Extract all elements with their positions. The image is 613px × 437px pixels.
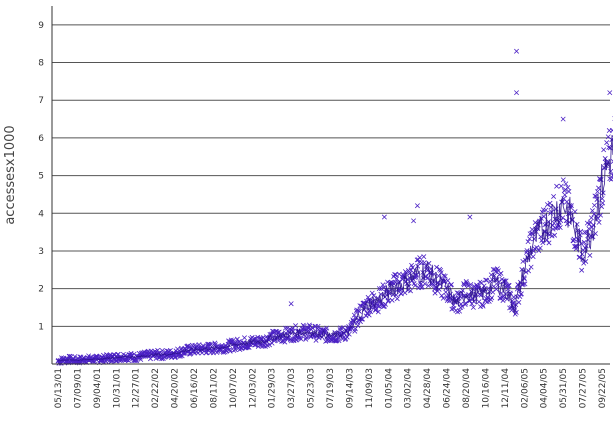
data-point (289, 302, 293, 306)
data-point (314, 338, 318, 342)
x-tick-label: 01/05/04 (384, 368, 394, 409)
data-point (589, 216, 593, 220)
data-point (605, 140, 609, 144)
data-point (563, 193, 567, 197)
x-tick-label: 10/31/01 (112, 368, 122, 408)
data-point (395, 297, 399, 301)
data-point (561, 178, 565, 182)
x-tick-label: 04/28/04 (423, 368, 433, 409)
data-point (499, 271, 503, 275)
data-point (561, 216, 565, 220)
data-point (468, 215, 472, 219)
data-point (551, 194, 555, 198)
data-point (399, 292, 403, 296)
data-point (356, 323, 360, 327)
data-point (324, 339, 328, 343)
x-tick-label: 06/16/02 (190, 368, 200, 408)
y-tick-label: 1 (38, 322, 44, 332)
y-tick-label: 8 (38, 59, 44, 69)
data-point (608, 90, 612, 94)
x-tick-label: 04/20/02 (171, 368, 181, 408)
data-point (514, 90, 518, 94)
x-tick-label: 09/04/01 (93, 368, 103, 408)
x-tick-label: 08/20/04 (462, 368, 472, 409)
data-point (558, 225, 562, 229)
data-point (397, 272, 401, 276)
data-point (517, 300, 521, 304)
x-tick-label: 11/09/03 (365, 368, 375, 408)
data-point (561, 117, 565, 121)
axes (52, 6, 610, 364)
x-tick-label: 07/09/01 (73, 368, 83, 408)
y-tick-label: 4 (38, 209, 44, 219)
x-tick-label: 10/16/04 (481, 368, 491, 409)
data-point (478, 280, 482, 284)
x-tick-label: 02/06/05 (520, 368, 530, 408)
data-point (293, 323, 297, 327)
data-point (596, 186, 600, 190)
x-tick-label: 04/04/05 (540, 368, 550, 408)
x-tick-label: 10/07/02 (229, 368, 239, 408)
data-points (56, 49, 613, 365)
x-tick-label: 09/14/03 (345, 368, 355, 408)
data-point (600, 201, 604, 205)
y-tick-label: 7 (38, 96, 44, 106)
data-point (415, 204, 419, 208)
data-point (595, 189, 599, 193)
x-tick-label: 12/11/04 (501, 368, 511, 409)
data-point (588, 253, 592, 257)
data-point (477, 300, 481, 304)
y-tick-labels: 1 2 3 4 5 6 7 8 9 (38, 21, 44, 332)
data-point (494, 287, 498, 291)
data-point (597, 220, 601, 224)
data-point (382, 215, 386, 219)
data-point (592, 203, 596, 207)
data-point (559, 184, 563, 188)
data-point (242, 336, 246, 340)
x-tick-labels: 05/13/01 07/09/01 09/04/01 10/31/01 12/27/01… (54, 368, 608, 409)
data-point (422, 254, 426, 258)
data-point (418, 255, 422, 259)
x-tick-label: 12/27/01 (132, 368, 142, 408)
data-point (580, 252, 584, 256)
x-tick-label: 01/29/03 (268, 368, 278, 408)
data-point (490, 296, 494, 300)
x-tick-label: 02/22/02 (151, 368, 161, 408)
x-tick-label: 05/31/05 (559, 368, 569, 408)
y-tick-label: 6 (38, 134, 44, 144)
data-point (411, 219, 415, 223)
data-point (579, 268, 583, 272)
y-tick-label: 2 (38, 285, 44, 295)
data-point (148, 357, 152, 361)
data-point (345, 335, 349, 339)
data-point (531, 254, 535, 258)
x-tick-label: 07/19/03 (326, 368, 336, 408)
x-tick-label: 08/11/02 (209, 368, 219, 408)
x-tick-label: 03/02/04 (404, 368, 414, 409)
data-point (542, 214, 546, 218)
x-tick-label: 03/27/03 (287, 368, 297, 408)
y-tick-label: 3 (38, 247, 44, 257)
data-point (601, 148, 605, 152)
x-tick-label: 06/24/04 (443, 368, 453, 409)
data-point (390, 298, 394, 302)
x-tick-label: 12/03/02 (248, 368, 258, 408)
x-tick-label: 05/23/03 (307, 368, 317, 408)
data-point (514, 49, 518, 53)
x-tick-label: 07/27/05 (579, 368, 589, 408)
data-point (444, 290, 448, 294)
data-point (529, 265, 533, 269)
y-tick-label: 5 (38, 172, 44, 182)
data-point (547, 241, 551, 245)
x-tick-label: 05/13/01 (54, 368, 64, 408)
y-tick-label: 9 (38, 21, 44, 31)
x-tick-label: 09/22/05 (598, 368, 608, 408)
data-point (501, 298, 505, 302)
series-trace (58, 115, 613, 362)
y-axis-label: accessesx1000 (3, 125, 18, 224)
data-point (554, 184, 558, 188)
